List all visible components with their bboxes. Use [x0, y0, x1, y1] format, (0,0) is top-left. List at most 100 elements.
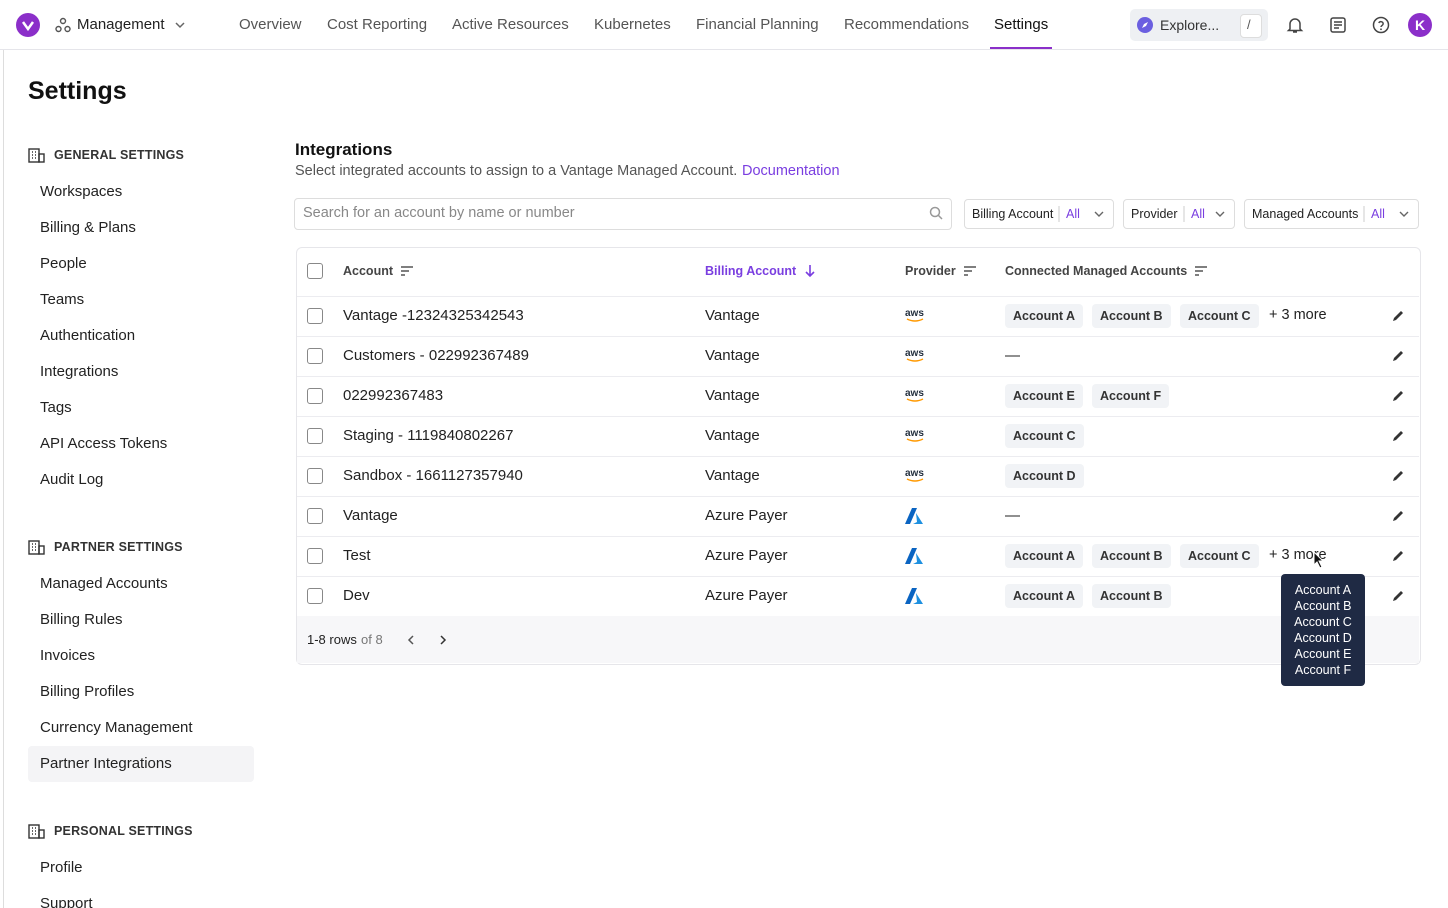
- sidebar-item[interactable]: Invoices: [40, 647, 96, 664]
- logo[interactable]: [16, 13, 40, 37]
- checkbox[interactable]: [307, 588, 323, 604]
- nav-tab[interactable]: Active Resources: [452, 16, 569, 33]
- edit-icon[interactable]: [1391, 429, 1405, 443]
- aws-logo: aws: [905, 388, 924, 399]
- table: [296, 247, 1421, 665]
- pagination-total: of 8: [361, 632, 383, 648]
- checkbox[interactable]: [307, 428, 323, 444]
- edit-icon[interactable]: [1391, 589, 1405, 603]
- sidebar-item[interactable]: Workspaces: [40, 183, 123, 200]
- more-accounts[interactable]: + 3 more: [1269, 547, 1327, 564]
- azure-logo: [905, 508, 923, 524]
- search-placeholder: Search for an account by name or number: [303, 205, 575, 222]
- account-pill: Account A: [1005, 584, 1084, 608]
- checkbox[interactable]: [307, 388, 323, 404]
- sort-options: [1195, 266, 1207, 276]
- account-pill: Account C: [1180, 304, 1259, 328]
- row-divider: [297, 416, 1419, 417]
- sidebar-item[interactable]: API Access Tokens: [40, 435, 168, 452]
- column-header[interactable]: Billing Account: [705, 263, 797, 278]
- billing-account: Vantage: [705, 427, 760, 444]
- edit-icon[interactable]: [1391, 469, 1405, 483]
- column-header[interactable]: Connected Managed Accounts: [1005, 263, 1188, 278]
- table-footer: [297, 616, 1419, 663]
- account-name: 022992367483: [343, 387, 444, 404]
- edit-icon[interactable]: [1391, 349, 1405, 363]
- sidebar-item[interactable]: Billing Rules: [40, 611, 123, 628]
- checkbox[interactable]: [307, 468, 323, 484]
- workspace-name[interactable]: Management: [77, 16, 165, 33]
- sidebar-item[interactable]: Teams: [40, 291, 85, 308]
- bell-icon[interactable]: [1286, 16, 1304, 34]
- billing-account: Azure Payer: [705, 507, 788, 524]
- column-header[interactable]: Provider: [905, 263, 956, 278]
- account-name: Test: [343, 547, 371, 564]
- nav-tab[interactable]: Financial Planning: [696, 16, 819, 33]
- sidebar-item[interactable]: Support: [40, 895, 93, 908]
- sidebar-item[interactable]: Partner Integrations: [40, 755, 172, 772]
- account-pill: Account A: [1005, 304, 1084, 328]
- avatar-letter: K: [1414, 16, 1426, 33]
- billing-account: Azure Payer: [705, 587, 788, 604]
- explore-text[interactable]: Explore...: [1160, 16, 1220, 33]
- filter[interactable]: [1244, 199, 1419, 229]
- row-divider: [297, 496, 1419, 497]
- edit-icon[interactable]: [1391, 389, 1405, 403]
- sidebar-item[interactable]: People: [40, 255, 87, 272]
- filter-chevron: [1215, 211, 1225, 217]
- nav-tab[interactable]: Cost Reporting: [327, 16, 428, 33]
- nav-tab[interactable]: Overview: [239, 16, 302, 33]
- filter[interactable]: [1123, 199, 1235, 229]
- checkbox[interactable]: [307, 263, 323, 279]
- sidebar-item[interactable]: Managed Accounts: [40, 575, 168, 592]
- filter-chevron: [1399, 211, 1409, 217]
- sidebar-item[interactable]: Billing & Plans: [40, 219, 136, 236]
- checkbox[interactable]: [307, 308, 323, 324]
- aws-smile: [906, 478, 924, 482]
- checkbox[interactable]: [307, 548, 323, 564]
- row-divider: [297, 296, 1419, 297]
- nav-tab[interactable]: Kubernetes: [594, 16, 671, 33]
- column-header[interactable]: Account: [343, 263, 393, 278]
- filter-label: Provider: [1131, 206, 1178, 221]
- help-icon[interactable]: [1372, 16, 1390, 34]
- sidebar-item[interactable]: Tags: [40, 399, 72, 416]
- nav-tab[interactable]: Settings: [994, 16, 1049, 33]
- tooltip-item: Account A: [1294, 582, 1352, 597]
- billing-account: Vantage: [705, 307, 760, 324]
- sidebar-item[interactable]: Profile: [40, 859, 83, 876]
- billing-account: Vantage: [705, 467, 760, 484]
- doc-icon[interactable]: [1329, 16, 1347, 34]
- aws-smile: [906, 318, 924, 322]
- next-page[interactable]: [436, 633, 450, 647]
- sort-icon: [805, 265, 815, 278]
- aws-logo: aws: [905, 428, 924, 439]
- sidebar-item[interactable]: Billing Profiles: [40, 683, 135, 700]
- filter-value: All: [1191, 206, 1205, 221]
- edit-icon[interactable]: [1391, 309, 1405, 323]
- prev-page[interactable]: [404, 633, 418, 647]
- account-name: Customers - 022992367489: [343, 347, 529, 364]
- sidebar-item[interactable]: Authentication: [40, 327, 136, 344]
- search-box[interactable]: [294, 198, 952, 230]
- workspace-icon: [55, 17, 71, 33]
- filter-divider: [1363, 206, 1365, 222]
- nav-border: [0, 49, 1448, 50]
- sidebar-item[interactable]: Integrations: [40, 363, 119, 380]
- doc-link[interactable]: Documentation: [742, 163, 840, 180]
- aws-logo: aws: [905, 308, 924, 319]
- aws-logo: aws: [905, 468, 924, 479]
- filter[interactable]: [964, 199, 1114, 229]
- avatar[interactable]: [1408, 13, 1432, 37]
- edit-icon[interactable]: [1391, 549, 1405, 563]
- frame: [3, 50, 4, 908]
- sidebar-item[interactable]: Audit Log: [40, 471, 104, 488]
- account-name: Staging - 1119840802267: [343, 427, 514, 444]
- more-accounts[interactable]: + 3 more: [1269, 307, 1327, 324]
- edit-icon[interactable]: [1391, 509, 1405, 523]
- checkbox[interactable]: [307, 348, 323, 364]
- checkbox[interactable]: [307, 508, 323, 524]
- sidebar-item[interactable]: Currency Management: [40, 719, 193, 736]
- nav-tab[interactable]: Recommendations: [844, 16, 970, 33]
